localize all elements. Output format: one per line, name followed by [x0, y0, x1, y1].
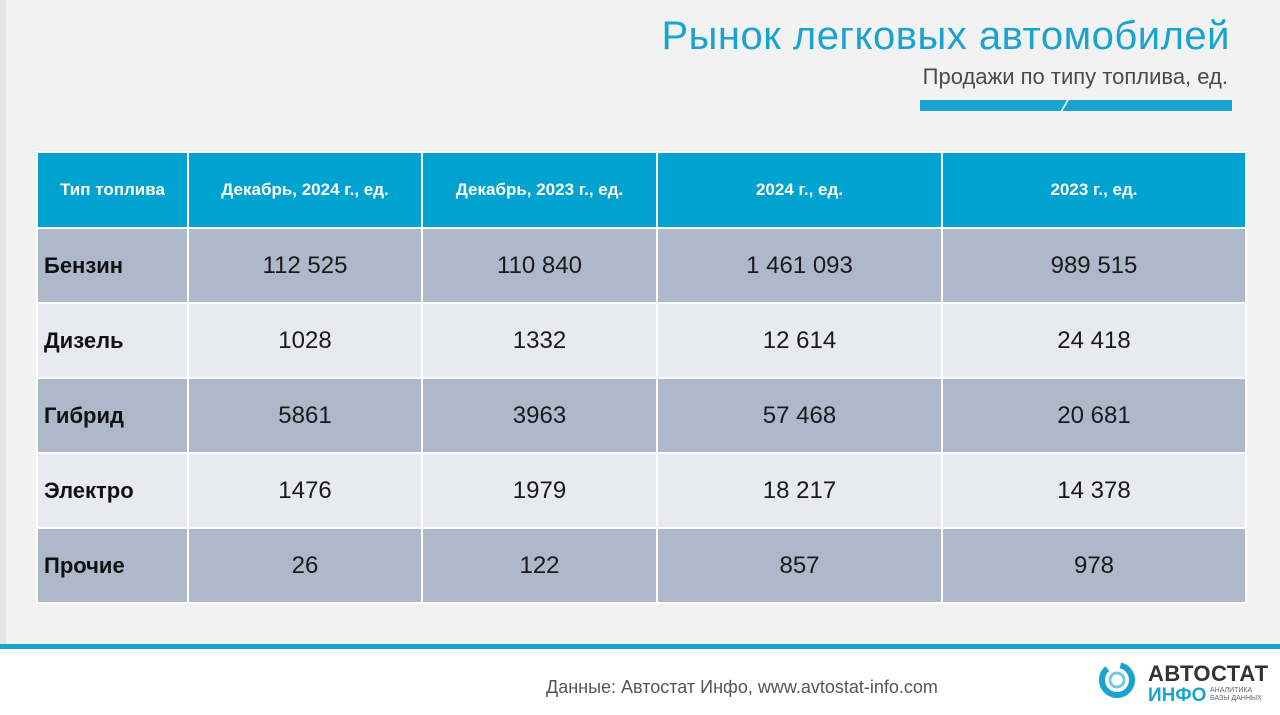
- cell-year-2023: 24 418: [941, 302, 1247, 379]
- fuel-sales-table: Тип топлива Декабрь, 2024 г., ед. Декабр…: [36, 151, 1247, 604]
- logo-tagline-line1: АНАЛИТИКА: [1210, 687, 1253, 694]
- cell-year-2024: 57 468: [656, 377, 943, 454]
- cell-dec-2024: 26: [187, 527, 423, 604]
- cell-dec-2024: 1028: [187, 302, 423, 379]
- logo-tagline: АНАЛИТИКА БАЗЫ ДАННЫХ: [1210, 687, 1270, 703]
- cell-year-2023: 14 378: [941, 452, 1247, 529]
- cell-dec-2023: 122: [421, 527, 658, 604]
- cell-dec-2024: 5861: [187, 377, 423, 454]
- logo-word-info: ИНФО: [1148, 685, 1207, 706]
- cell-year-2024: 857: [656, 527, 943, 604]
- logo-word-avtostat: АВТОСТАТ: [1148, 661, 1269, 686]
- cell-year-2023: 989 515: [941, 227, 1247, 304]
- table-row: Электро 1476 1979 18 217 14 378: [36, 452, 1247, 529]
- slide-left-edge: [0, 0, 6, 715]
- table-row: Прочие 26 122 857 978: [36, 527, 1247, 604]
- table-row: Бензин 112 525 110 840 1 461 093 989 515: [36, 227, 1247, 304]
- cell-year-2024: 18 217: [656, 452, 943, 529]
- column-header-year-2023: 2023 г., ед.: [941, 151, 1247, 229]
- cell-year-2023: 20 681: [941, 377, 1247, 454]
- row-label: Бензин: [36, 227, 189, 304]
- table-header-row: Тип топлива Декабрь, 2024 г., ед. Декабр…: [36, 151, 1247, 229]
- avtostat-logo: АВТОСТАТ ИНФО АНАЛИТИКА БАЗЫ ДАННЫХ: [1098, 659, 1269, 709]
- row-label: Прочие: [36, 527, 189, 604]
- cell-year-2023: 978: [941, 527, 1247, 604]
- column-header-year-2024: 2024 г., ед.: [656, 151, 943, 229]
- table-row: Гибрид 5861 3963 57 468 20 681: [36, 377, 1247, 454]
- data-source-note: Данные: Автостат Инфо, www.avtostat-info…: [546, 677, 938, 697]
- page-title: Рынок легковых автомобилей: [661, 14, 1230, 58]
- title-accent-bar: [920, 100, 1232, 111]
- column-header-dec-2023: Декабрь, 2023 г., ед.: [421, 151, 658, 229]
- page-subtitle: Продажи по типу топлива, ед.: [922, 64, 1228, 89]
- cell-year-2024: 12 614: [656, 302, 943, 379]
- cell-dec-2024: 112 525: [187, 227, 423, 304]
- row-label: Дизель: [36, 302, 189, 379]
- cell-dec-2023: 1332: [421, 302, 658, 379]
- cell-dec-2023: 3963: [421, 377, 658, 454]
- footer-divider: [0, 644, 1280, 649]
- column-header-dec-2024: Декабрь, 2024 г., ед.: [187, 151, 423, 229]
- row-label: Электро: [36, 452, 189, 529]
- logo-tagline-line2: БАЗЫ ДАННЫХ: [1210, 695, 1262, 702]
- footer-area: [0, 649, 1280, 715]
- cell-year-2024: 1 461 093: [656, 227, 943, 304]
- table-row: Дизель 1028 1332 12 614 24 418: [36, 302, 1247, 379]
- cell-dec-2024: 1476: [187, 452, 423, 529]
- logo-mark-icon: [1099, 662, 1135, 698]
- cell-dec-2023: 110 840: [421, 227, 658, 304]
- row-label: Гибрид: [36, 377, 189, 454]
- column-header-fuel-type: Тип топлива: [36, 151, 189, 229]
- cell-dec-2023: 1979: [421, 452, 658, 529]
